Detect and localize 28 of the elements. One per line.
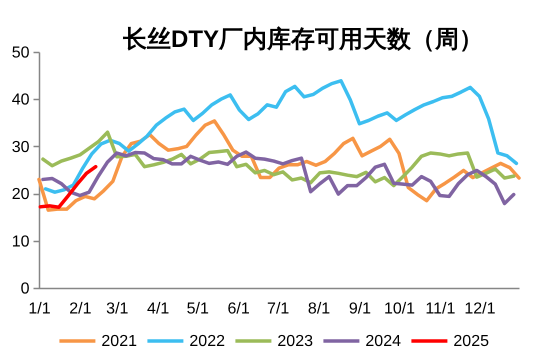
x-tick-label: 2/1 <box>69 300 92 318</box>
x-tick-label: 11/1 <box>425 300 456 318</box>
x-tick-label: 7/1 <box>267 300 290 318</box>
y-tick-label: 50 <box>12 44 30 62</box>
y-tick-label: 30 <box>12 138 30 156</box>
line-series <box>38 164 98 210</box>
chart-title: 长丝DTY厂内库存可用天数（周） <box>122 26 483 53</box>
y-tick-label: 20 <box>12 186 30 204</box>
line-series <box>41 130 516 188</box>
x-tick-label: 8/1 <box>308 300 330 318</box>
x-tick-label: 9/1 <box>348 300 372 318</box>
x-tick-label: 5/1 <box>186 300 209 318</box>
legend-label: 2025 <box>453 333 490 350</box>
y-tick-label: 10 <box>12 233 30 250</box>
x-tick-label: 4/1 <box>147 300 170 318</box>
x-tick-label: 10/1 <box>384 300 416 318</box>
line-series <box>41 150 516 206</box>
y-tick-label: 40 <box>12 92 30 109</box>
y-tick-label: 0 <box>20 280 30 298</box>
x-tick-label: 1/1 <box>28 300 51 318</box>
legend-label: 2022 <box>189 333 226 350</box>
line-series <box>44 79 518 194</box>
x-tick-label: 12/1 <box>464 300 496 318</box>
legend-label: 2023 <box>277 333 314 350</box>
legend-label: 2024 <box>365 333 402 350</box>
legend-label: 2021 <box>101 333 138 350</box>
x-tick-label: 6/1 <box>227 300 250 318</box>
x-tick-label: 3/1 <box>106 300 129 318</box>
